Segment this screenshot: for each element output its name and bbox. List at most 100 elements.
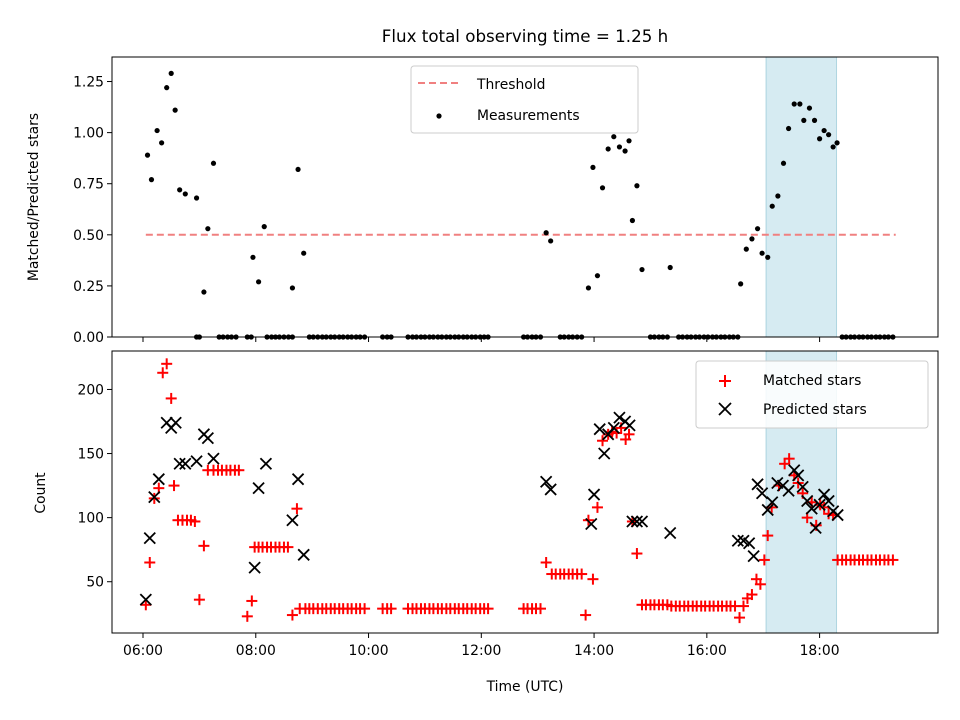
ratio-point (154, 127, 160, 134)
ratio-point (177, 187, 183, 193)
y-tick-label: 200 (77, 382, 104, 398)
predicted-star-point (259, 457, 273, 470)
predicted-star-point (766, 496, 779, 509)
ratio-point (611, 134, 617, 140)
ratio-point (639, 266, 645, 273)
ratio-point (667, 264, 673, 271)
x-stroke (771, 476, 784, 490)
x-stroke (179, 457, 192, 470)
ratio-point (599, 185, 606, 191)
matched-star-point (597, 435, 609, 447)
ratio-point (743, 246, 749, 252)
predicted-star-point (207, 452, 220, 465)
ratio-point (543, 230, 549, 236)
matched-star-point (623, 428, 635, 440)
matched-star-point (168, 480, 180, 492)
predicted-star-point (822, 494, 835, 508)
x-tick-label: 06:00 (123, 643, 163, 659)
ratio-point (806, 105, 813, 111)
legend-predicted-label: Predicted stars (763, 402, 867, 418)
matched-star-point (591, 501, 603, 513)
ratio-point (193, 195, 200, 201)
x-stroke (152, 473, 165, 486)
predicted-star-point (626, 515, 639, 528)
bottom-legend-box (695, 360, 929, 429)
matched-star-point (587, 573, 599, 585)
predicted-star-point (801, 494, 814, 508)
matched-star-point (482, 603, 494, 615)
matched-star-point (737, 600, 749, 612)
matched-star-point (198, 540, 210, 552)
matched-star-point (818, 501, 830, 513)
y-tick-label: 1.00 (73, 126, 104, 142)
ratio-point (261, 224, 267, 230)
x-stroke (143, 532, 156, 545)
matched-star-point (762, 530, 774, 542)
predicted-star-point (751, 478, 764, 491)
bottom-y-ticks: 50 100 150 200 (77, 382, 112, 591)
ratio-point (811, 117, 818, 123)
predicted-star-point (782, 484, 795, 497)
x-tick-label: 18:00 (800, 643, 840, 659)
x-stroke (822, 494, 835, 508)
predicted-star-point (173, 457, 186, 470)
predicted-star-point (792, 469, 805, 482)
matched-star-point (291, 503, 303, 515)
ratio-point (830, 144, 836, 150)
ratio-point (172, 107, 178, 113)
matched-star-point (241, 610, 253, 622)
ratio-point (159, 140, 165, 146)
y-tick-label: 150 (77, 447, 104, 463)
matched-star-point (282, 541, 294, 553)
matched-star-point (161, 358, 173, 370)
predicted-star-point (731, 534, 744, 547)
predicted-star-point (179, 457, 192, 470)
matched-star-point (189, 515, 201, 527)
x-tick-label: 10:00 (349, 643, 389, 659)
predicted-star-point (613, 411, 626, 424)
x-stroke (585, 517, 598, 531)
x-stroke (598, 447, 611, 460)
ratio-point (548, 238, 554, 244)
top-legend-box (410, 65, 639, 134)
ratio-point (626, 138, 632, 144)
x-stroke (623, 419, 636, 432)
ratio-point (210, 160, 217, 166)
y-tick-label: 0.25 (73, 279, 104, 295)
predicted-star-point (291, 473, 305, 486)
top-panel-frame (111, 56, 939, 338)
ratio-point (295, 166, 301, 173)
ratio-point (301, 250, 307, 256)
ratio-point (785, 125, 792, 132)
predicted-star-point (809, 521, 822, 535)
predicted-star-point (623, 419, 636, 432)
x-stroke (831, 508, 844, 522)
ratio-point (797, 101, 803, 107)
ratio-point (834, 140, 840, 146)
x-stroke (173, 457, 186, 470)
predicted-star-point (152, 473, 165, 486)
x-axis-label: Time (UTC) (486, 679, 564, 695)
ratio-point (791, 101, 797, 107)
x-stroke (248, 561, 261, 574)
matched-star-point (580, 609, 592, 621)
predicted-star-point (747, 549, 760, 563)
x-tick-label: 12:00 (461, 643, 501, 659)
bottom-panel-frame (111, 350, 939, 634)
legend-measurements-label: Measurements (477, 108, 580, 124)
x-stroke (148, 490, 161, 504)
ratio-point (201, 289, 207, 295)
ratio-point (605, 146, 611, 152)
ratio-point (164, 85, 170, 91)
bottom-legend: Matched stars Predicted stars (695, 360, 929, 429)
predicted-star-point (169, 416, 182, 429)
x-stroke (731, 534, 744, 547)
chart-title: Flux total observing time = 1.25 h (382, 26, 668, 46)
matched-star-point (734, 612, 746, 624)
predicted-star-point (831, 508, 844, 522)
legend-matched-swatch (719, 375, 731, 387)
x-stroke (593, 423, 606, 436)
x-stroke (630, 515, 644, 528)
matched-star-point (887, 554, 899, 566)
